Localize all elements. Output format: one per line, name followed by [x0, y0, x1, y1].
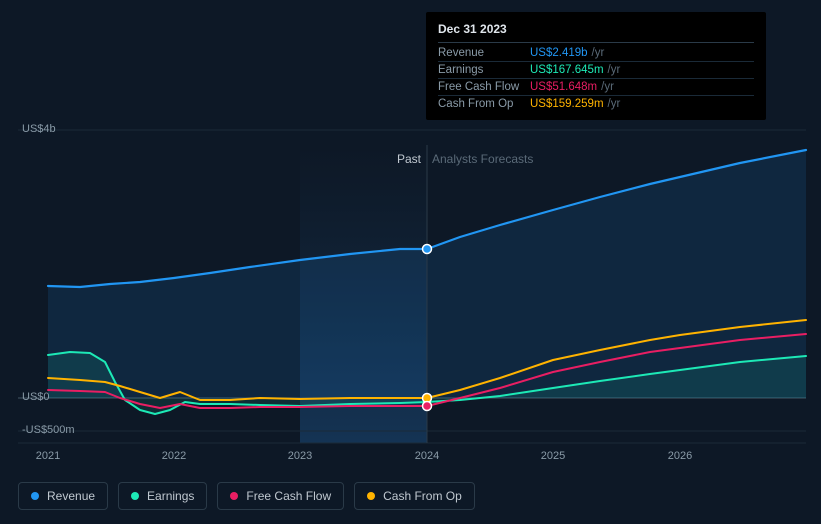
legend-label: Revenue	[47, 489, 95, 503]
chart-tooltip: Dec 31 2023 RevenueUS$2.419b/yrEarningsU…	[426, 12, 766, 120]
tooltip-row: Cash From OpUS$159.259m/yr	[438, 96, 754, 112]
tooltip-row-label: Revenue	[438, 47, 530, 59]
x-axis-label: 2021	[36, 450, 60, 462]
x-axis-label: 2026	[668, 450, 692, 462]
forecast-label: Analysts Forecasts	[432, 152, 533, 166]
tooltip-row-value: US$159.259m	[530, 98, 604, 110]
legend-dot-icon	[31, 492, 39, 500]
legend-item-revenue[interactable]: Revenue	[18, 482, 108, 510]
tooltip-row-label: Free Cash Flow	[438, 81, 530, 93]
legend-item-earnings[interactable]: Earnings	[118, 482, 207, 510]
legend-item-free-cash-flow[interactable]: Free Cash Flow	[217, 482, 344, 510]
tooltip-row-value: US$51.648m	[530, 81, 597, 93]
x-axis-label: 2025	[541, 450, 565, 462]
tooltip-row-value: US$167.645m	[530, 64, 604, 76]
legend-label: Cash From Op	[383, 489, 462, 503]
legend-dot-icon	[367, 492, 375, 500]
y-axis-label: US$0	[22, 391, 50, 403]
tooltip-row-suffix: /yr	[592, 47, 605, 59]
legend-dot-icon	[230, 492, 238, 500]
tooltip-row-label: Earnings	[438, 64, 530, 76]
tooltip-row: EarningsUS$167.645m/yr	[438, 62, 754, 79]
y-axis-label: US$4b	[22, 123, 56, 135]
y-axis-label: -US$500m	[22, 424, 75, 436]
past-label: Past	[397, 152, 421, 166]
x-axis-label: 2023	[288, 450, 312, 462]
tooltip-row: RevenueUS$2.419b/yr	[438, 45, 754, 62]
legend-label: Free Cash Flow	[246, 489, 331, 503]
tooltip-row-label: Cash From Op	[438, 98, 530, 110]
tooltip-row-value: US$2.419b	[530, 47, 588, 59]
financial-chart: US$4b US$0 -US$500m 2021 2022 2023 2024 2025 20…	[0, 0, 821, 470]
chart-legend: Revenue Earnings Free Cash Flow Cash From O…	[18, 482, 475, 510]
x-axis-label: 2024	[415, 450, 439, 462]
legend-label: Earnings	[147, 489, 194, 503]
legend-dot-icon	[131, 492, 139, 500]
legend-item-cash-from-op[interactable]: Cash From Op	[354, 482, 475, 510]
tooltip-row-suffix: /yr	[608, 98, 621, 110]
tooltip-row: Free Cash FlowUS$51.648m/yr	[438, 79, 754, 96]
tooltip-row-suffix: /yr	[601, 81, 614, 93]
tooltip-date: Dec 31 2023	[438, 22, 754, 43]
tooltip-row-suffix: /yr	[608, 64, 621, 76]
x-axis-label: 2022	[162, 450, 186, 462]
